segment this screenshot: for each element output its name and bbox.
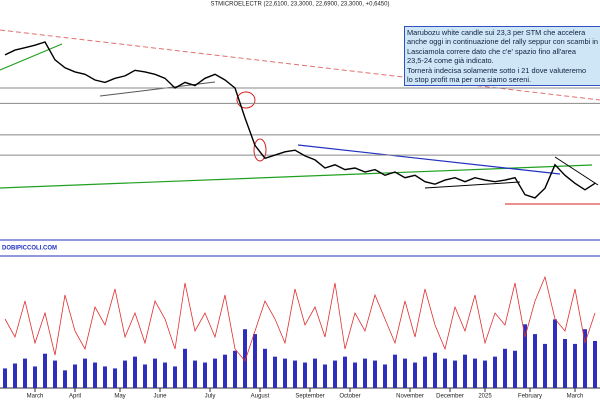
x-tick-label: June <box>153 394 167 400</box>
volume-bar <box>103 366 107 388</box>
volume-bar <box>3 368 7 388</box>
volume-bar <box>473 358 477 388</box>
volume-bar <box>83 358 87 388</box>
volume-bar <box>73 364 77 388</box>
volume-bar <box>323 364 327 388</box>
x-tick-label: October <box>339 394 360 400</box>
x-tick-label: April <box>69 394 81 400</box>
volume-bar <box>143 364 147 388</box>
volume-bar <box>313 358 317 388</box>
volume-bar <box>23 358 27 388</box>
volume-bar <box>33 366 37 388</box>
volume-bar <box>243 329 247 388</box>
highlight-circle <box>253 138 267 162</box>
volume-bar <box>203 362 207 388</box>
annotation-line: Tornerà indecisa solamente sotto i 21 do… <box>407 65 587 75</box>
trendline <box>0 29 600 101</box>
volume-bar <box>353 362 357 388</box>
x-tick-label: November <box>396 394 424 400</box>
annotation-box: Marubozu white candle sui 23,3 per STM c… <box>404 26 600 87</box>
volume-bar <box>63 370 67 388</box>
volume-bar <box>373 360 377 388</box>
volume-bar <box>533 334 537 388</box>
volume-bar <box>593 340 597 388</box>
volume-bar <box>393 354 397 388</box>
volume-bar <box>363 358 367 388</box>
annotation-line: Marubozu white candle sui 23,3 per STM c… <box>407 28 586 37</box>
volume-bar <box>463 354 467 388</box>
annotation-line: lo stop profit ma per ora siamo sereni. <box>407 75 532 85</box>
x-tick-label: July <box>205 394 216 400</box>
volume-bar <box>53 360 57 388</box>
volume-bar <box>283 358 287 388</box>
highlight-circle <box>236 91 256 109</box>
annotation-line: 23,5-24 come già indicato. <box>407 56 494 66</box>
x-tick-label: August <box>251 394 270 400</box>
volume-bar <box>333 360 337 388</box>
volume-bar <box>213 358 217 388</box>
chart-title: STMICROELECTR (22,6100, 23,3000, 22,6900… <box>211 2 390 8</box>
x-tick-label: September <box>295 394 324 400</box>
volume-bar <box>563 339 567 388</box>
volume-bar <box>383 364 387 388</box>
volume-bar <box>543 343 547 388</box>
volume-bar <box>13 363 17 388</box>
volume-bar <box>113 368 117 388</box>
volume-bar <box>423 356 427 388</box>
volume-bar <box>443 358 447 388</box>
volume-bar <box>163 362 167 388</box>
volume-bar <box>553 319 557 388</box>
volume-bar <box>493 356 497 388</box>
volume-bar <box>223 354 227 388</box>
volume-bar <box>253 334 257 388</box>
x-tick-label: 2025 <box>478 394 492 400</box>
panel-label: DOBIPICCOLI.COM <box>2 246 57 252</box>
volume-bar <box>263 348 267 388</box>
x-tick-label: March <box>567 394 584 400</box>
price-line <box>4 41 596 199</box>
volume-bar <box>133 356 137 388</box>
volume-bar <box>513 350 517 388</box>
volume-bar <box>343 356 347 388</box>
volume-bar <box>573 343 577 388</box>
volume-bar <box>483 360 487 388</box>
trendline <box>297 144 561 175</box>
volume-bar <box>93 362 97 388</box>
volume-bar <box>583 329 587 388</box>
volume-bar <box>303 362 307 388</box>
volume-bar <box>153 358 157 388</box>
volume-bar <box>503 348 507 388</box>
trendline <box>424 181 521 189</box>
volume-bar <box>433 352 437 388</box>
volume-bar <box>453 360 457 388</box>
annotation-line: anche oggi in continuazione del rally se… <box>407 37 599 47</box>
oscillator-line <box>4 275 596 362</box>
volume-bar <box>183 348 187 388</box>
volume-bar <box>293 360 297 388</box>
volume-bar <box>123 360 127 388</box>
volume-bar <box>233 350 237 388</box>
trendline <box>0 164 593 189</box>
volume-bar <box>523 324 527 388</box>
trendline <box>0 43 63 71</box>
x-tick-label: February <box>518 394 542 400</box>
x-tick-label: March <box>27 394 44 400</box>
volume-bar <box>273 356 277 388</box>
x-tick-label: December <box>436 394 464 400</box>
volume-bar <box>403 358 407 388</box>
annotation-line: Lasciamola correre dato che c'e' spazio … <box>407 46 576 56</box>
trendline <box>554 156 599 186</box>
x-tick-label: May <box>114 394 125 400</box>
volume-bar <box>413 362 417 388</box>
volume-bar <box>193 360 197 388</box>
volume-bar <box>43 353 47 388</box>
volume-bar <box>173 366 177 388</box>
